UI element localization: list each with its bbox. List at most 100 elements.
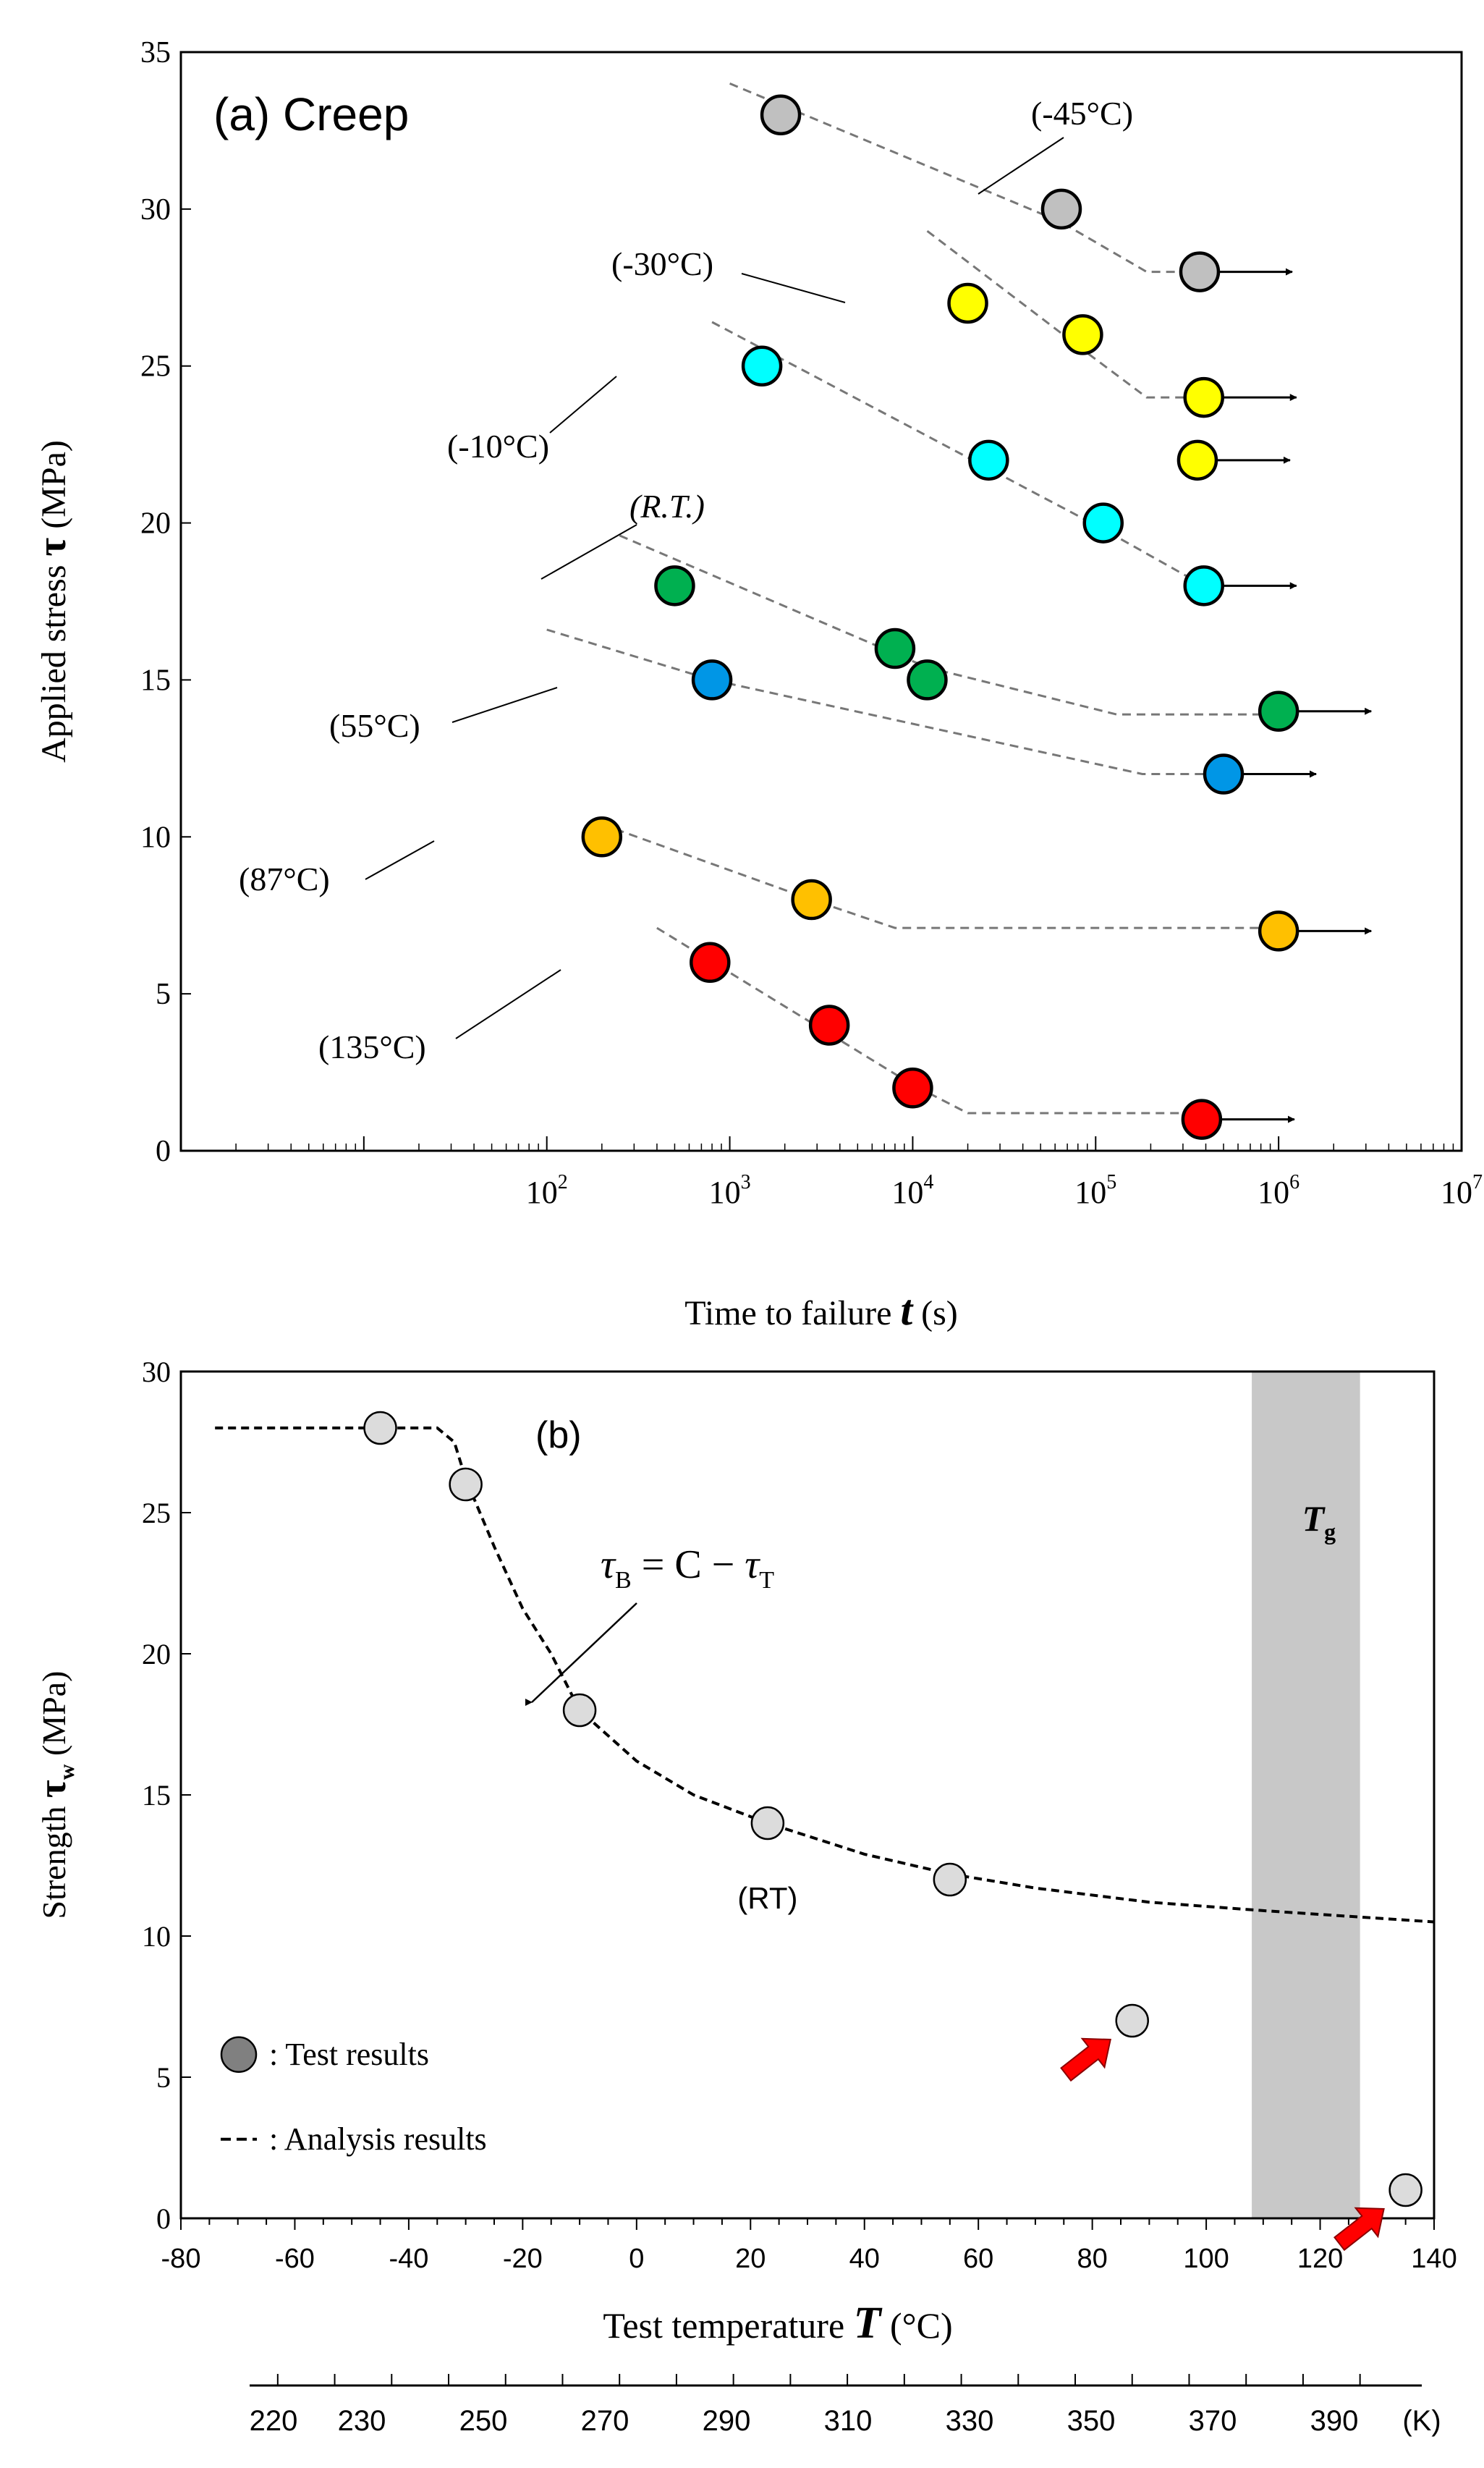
leader-line [455, 969, 561, 1039]
y-tick-label: 0 [156, 2202, 171, 2235]
y-tick-label: 20 [142, 1638, 171, 1670]
y-tick-label: 25 [142, 1497, 171, 1529]
y-tick-label: 15 [142, 1779, 171, 1812]
x-tick-label: 80 [1077, 2244, 1107, 2274]
x-tick-label: 60 [963, 2244, 993, 2274]
data-point [1388, 2173, 1422, 2207]
fit-line [729, 83, 1200, 274]
leader-line [451, 687, 558, 723]
data-point [1183, 376, 1224, 418]
data-point [363, 1411, 397, 1445]
leader-line [549, 376, 617, 434]
data-point [791, 879, 832, 921]
red-arrow [1333, 2207, 1385, 2252]
tg-band [1252, 1372, 1360, 2218]
data-point [1183, 565, 1224, 607]
data-point [750, 1806, 785, 1841]
strength-chart: Tg 0 5 10 15 20 25 30 -80 -60 -40 -20 0 20 40 60 80 100 12… [30, 1356, 1457, 2437]
red-arrow-shape [1060, 2037, 1111, 2082]
data-point [562, 1693, 597, 1728]
x-tick-label: 0 [629, 2244, 644, 2274]
leader-line [365, 840, 435, 880]
series-5: (87°C) [239, 816, 1373, 952]
data-point [690, 942, 731, 984]
x-tick-label: 105 [1074, 1171, 1116, 1210]
data-point [1176, 439, 1218, 481]
x-tick-label: 100 [1183, 2244, 1229, 2274]
chart-title: (b) [535, 1414, 582, 1456]
x-axis-label: Test temperature T (°C) [603, 2299, 952, 2348]
kelvin-tick-label: 350 [1067, 2405, 1116, 2437]
data-point [874, 627, 916, 669]
kelvin-tick-label: 250 [459, 2405, 508, 2437]
tg-label: Tg [1302, 1498, 1336, 1544]
data-point [741, 345, 783, 386]
kelvin-tick-label: 330 [946, 2405, 994, 2437]
series-4: (55°C) [329, 628, 1318, 795]
series-1: (-30°C) [611, 230, 1297, 481]
kelvin-tick-label: 310 [824, 2405, 873, 2437]
legend-marker-test [220, 2036, 258, 2074]
x-tick-label: -40 [389, 2244, 428, 2274]
data-point [1258, 690, 1299, 732]
equation-pointer [525, 1602, 637, 1706]
series-label: (87°C) [239, 861, 330, 897]
series-6: (135°C) [318, 926, 1295, 1140]
legend-analysis-label: : Analysis results [269, 2121, 487, 2157]
y-tick-label: 30 [142, 1356, 171, 1388]
data-point [760, 94, 802, 135]
y-axis-label: Strength τw (MPa) [30, 1671, 79, 1919]
data-point [1082, 502, 1124, 544]
y-axis-label: Applied stress τ (MPa) [30, 440, 75, 763]
leader-line [540, 524, 637, 580]
kelvin-tick-label: 390 [1310, 2405, 1359, 2437]
y-tick-label: 25 [140, 350, 171, 384]
kelvin-tick-label: 290 [703, 2405, 751, 2437]
series-label: (135°C) [318, 1028, 426, 1065]
data-point [968, 439, 1009, 481]
x-tick-label: 104 [891, 1171, 933, 1210]
data-point [1115, 2003, 1149, 2038]
fit-line [601, 823, 1279, 929]
series-label: (R.T.) [629, 488, 705, 525]
data-point [1181, 1099, 1223, 1140]
series-3: (R.T.) [540, 488, 1373, 732]
data-point [947, 282, 988, 324]
series-2: (-10°C) [447, 321, 1297, 607]
y-tick-label: 5 [156, 2061, 171, 2094]
legend-test-label: : Test results [269, 2037, 429, 2072]
data-point [1040, 188, 1082, 230]
kelvin-unit-label: (K) [1402, 2405, 1441, 2437]
data-point [691, 659, 733, 701]
y-tick-label: 10 [140, 821, 171, 854]
series-label: (-30°C) [611, 245, 713, 282]
kelvin-tick-label: 270 [581, 2405, 629, 2437]
leader-line [741, 273, 846, 303]
x-tick-label: -60 [275, 2244, 315, 2274]
fit-line [619, 534, 1279, 716]
equation: τB = C − τT [601, 1542, 774, 1594]
chart-title: (a) Creep [213, 88, 409, 140]
data-point [1062, 314, 1103, 355]
kelvin-tick-label: 370 [1189, 2405, 1237, 2437]
fit-line [926, 230, 1204, 399]
analysis-curve [215, 1427, 1435, 1924]
x-tick-label: 107 [1441, 1171, 1483, 1210]
y-tick-label: 20 [140, 507, 171, 541]
y-tick-label: 30 [140, 193, 171, 227]
x-tick-label: 40 [849, 2244, 880, 2274]
data-point [892, 1068, 933, 1109]
data-point [1179, 251, 1221, 292]
plot-frame [179, 1370, 1436, 2220]
data-point [654, 565, 695, 607]
fit-line [711, 321, 1205, 587]
x-tick-label: -20 [503, 2244, 543, 2274]
data-point [1203, 753, 1245, 795]
plot-frame [179, 51, 1463, 1152]
red-arrow-shape [1333, 2207, 1385, 2252]
kelvin-tick-label: 230 [338, 2405, 386, 2437]
x-tick-label: -80 [161, 2244, 201, 2274]
fit-line [656, 926, 1202, 1115]
data-point [907, 659, 948, 701]
data-point [933, 1862, 967, 1897]
